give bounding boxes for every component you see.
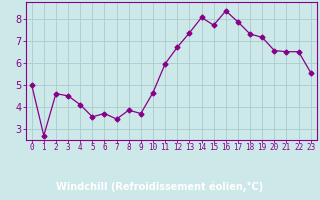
Text: Windchill (Refroidissement éolien,°C): Windchill (Refroidissement éolien,°C)	[56, 182, 264, 192]
